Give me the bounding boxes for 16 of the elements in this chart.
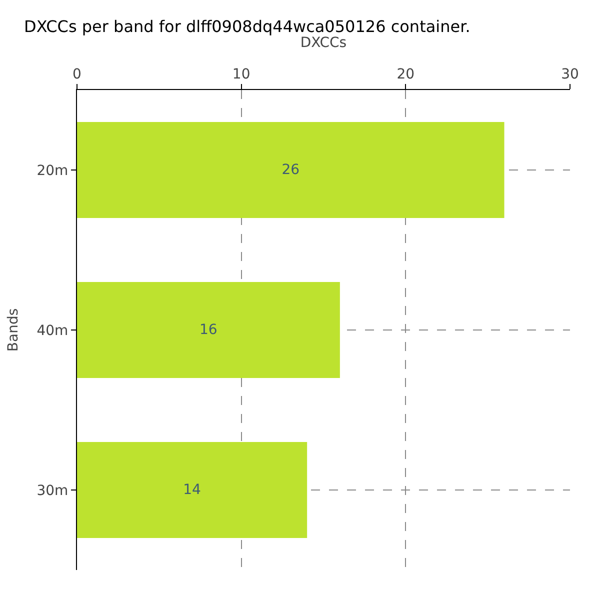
x-axis-title: DXCCs — [300, 35, 347, 51]
data-label: 26 — [282, 162, 300, 178]
bar — [77, 282, 340, 378]
x-tick-label: 0 — [72, 66, 82, 82]
y-tick-label: 40m — [36, 322, 68, 339]
x-tick-label: 10 — [232, 66, 250, 82]
y-tick-label: 30m — [36, 482, 68, 499]
x-tick-label: 30 — [561, 66, 579, 82]
data-label: 16 — [200, 322, 218, 338]
chart-title: DXCCs per band for dlff0908dq44wca050126 container. — [24, 17, 470, 36]
x-tick-label: 20 — [396, 66, 415, 82]
data-label: 14 — [183, 482, 201, 498]
y-tick-label: 20m — [36, 162, 68, 179]
y-axis-title: Bands — [5, 308, 22, 352]
bar — [77, 122, 504, 218]
bar — [77, 442, 308, 538]
